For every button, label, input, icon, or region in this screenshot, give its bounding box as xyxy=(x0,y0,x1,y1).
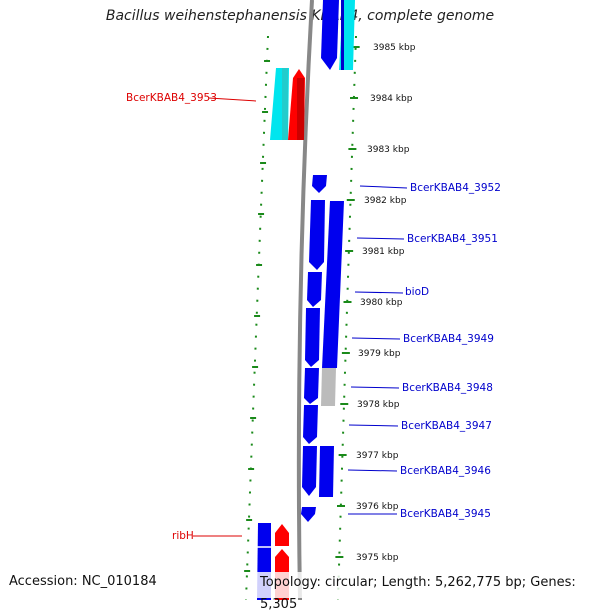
gene-feature-3951-inner[interactable] xyxy=(309,200,325,270)
gene-feature-3945[interactable] xyxy=(301,507,316,522)
kbp-label: 3975 kbp xyxy=(356,553,399,563)
kbp-label: 3978 kbp xyxy=(357,400,400,410)
kbp-label: 3984 kbp xyxy=(370,94,413,104)
gene-feature-3946-a[interactable] xyxy=(302,446,317,496)
kbp-label: 3982 kbp xyxy=(364,196,407,206)
gene-feature-3948-pseudo[interactable] xyxy=(321,368,336,406)
gene-feature-3948[interactable] xyxy=(304,368,319,404)
kbp-label: 3985 kbp xyxy=(373,43,416,53)
map-title: Bacillus weihenstephanensis KBAB4, compl… xyxy=(105,8,495,24)
leader-3949 xyxy=(351,337,401,340)
gene-feature-biod[interactable] xyxy=(307,272,322,307)
accession-text: Accession: NC_010184 xyxy=(9,574,157,589)
gene-label-3948[interactable]: BcerKBAB4_3948 xyxy=(402,382,493,394)
left-ticks xyxy=(244,60,271,572)
leader-3948 xyxy=(350,386,400,389)
leader-3946 xyxy=(347,469,398,472)
gene-label-3945[interactable]: BcerKBAB4_3945 xyxy=(400,508,491,520)
leader-3947 xyxy=(348,424,399,427)
gene-feature-3947[interactable] xyxy=(303,405,318,444)
gene-label-ribh[interactable]: ribH xyxy=(172,530,194,542)
outer-track-boundary-left xyxy=(245,35,269,600)
leader-3952 xyxy=(359,185,408,189)
gene-label-3946[interactable]: BcerKBAB4_3946 xyxy=(400,465,491,477)
leader-3953 xyxy=(208,97,257,102)
gene-label-3951[interactable]: BcerKBAB4_3951 xyxy=(407,233,498,245)
kbp-ticks xyxy=(335,46,360,558)
gene-label-biod[interactable]: bioD xyxy=(405,286,429,298)
genome-backbone xyxy=(296,0,314,600)
gene-feature-3953-red-shade xyxy=(297,78,304,140)
kbp-label: 3981 kbp xyxy=(362,247,405,257)
gene-label-3953[interactable]: BcerKBAB4_3953 xyxy=(126,92,217,104)
gene-feature-top-forward[interactable] xyxy=(321,0,339,70)
topology-text: Topology: circular; Length: 5,262,775 bp… xyxy=(257,572,600,612)
gene-label-3952[interactable]: BcerKBAB4_3952 xyxy=(410,182,501,194)
gene-feature-3949[interactable] xyxy=(305,308,320,367)
kbp-label: 3977 kbp xyxy=(356,451,399,461)
gene-feature-top-cyan-edge xyxy=(341,0,344,70)
gene-feature-3952[interactable] xyxy=(312,175,327,193)
kbp-label: 3980 kbp xyxy=(360,298,403,308)
gene-label-3947[interactable]: BcerKBAB4_3947 xyxy=(401,420,492,432)
leader-biod xyxy=(354,291,404,294)
leader-3951 xyxy=(356,237,405,240)
genome-map: 3985 kbp 3984 kbp 3983 kbp 3982 kbp 3981… xyxy=(126,0,501,600)
kbp-label: 3979 kbp xyxy=(358,349,401,359)
gene-feature-3953-cyan-shade xyxy=(282,68,288,140)
gene-feature-ribh-red-1[interactable] xyxy=(275,524,289,546)
gene-feature-3946-b[interactable] xyxy=(319,446,334,497)
kbp-label: 3976 kbp xyxy=(356,502,399,512)
kbp-label: 3983 kbp xyxy=(367,145,410,155)
gene-feature-3951[interactable] xyxy=(322,201,344,368)
outer-track-boundary-right xyxy=(337,35,357,600)
gene-label-3949[interactable]: BcerKBAB4_3949 xyxy=(403,333,494,345)
